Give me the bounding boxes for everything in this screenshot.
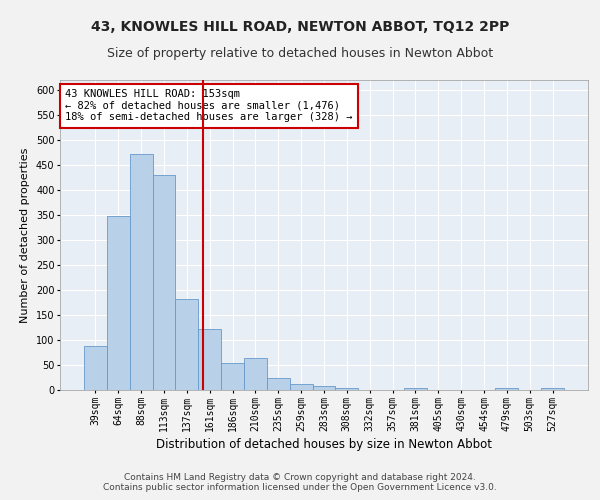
Bar (496, 388, 518, 390)
Text: 43 KNOWLES HILL ROAD: 153sqm
← 82% of detached houses are smaller (1,476)
18% of: 43 KNOWLES HILL ROAD: 153sqm ← 82% of de… (65, 90, 353, 122)
Text: 43, KNOWLES HILL ROAD, NEWTON ABBOT, TQ12 2PP: 43, KNOWLES HILL ROAD, NEWTON ABBOT, TQ1… (91, 20, 509, 34)
Bar (335, 388, 358, 390)
Text: Size of property relative to detached houses in Newton Abbot: Size of property relative to detached ho… (107, 48, 493, 60)
Bar (244, 358, 267, 390)
X-axis label: Distribution of detached houses by size in Newton Abbot: Distribution of detached houses by size … (156, 438, 492, 451)
Y-axis label: Number of detached properties: Number of detached properties (20, 148, 30, 322)
Bar (313, 386, 335, 390)
Bar (541, 388, 564, 390)
Bar (221, 362, 244, 390)
Bar (175, 298, 198, 390)
Bar (84, 346, 107, 390)
Text: Contains HM Land Registry data © Crown copyright and database right 2024.
Contai: Contains HM Land Registry data © Crown c… (103, 473, 497, 492)
Bar (290, 384, 313, 390)
Bar (404, 388, 427, 390)
Bar (130, 154, 152, 390)
Bar (152, 175, 175, 390)
Bar (267, 378, 290, 390)
Bar (198, 329, 221, 390)
Bar (107, 216, 130, 390)
